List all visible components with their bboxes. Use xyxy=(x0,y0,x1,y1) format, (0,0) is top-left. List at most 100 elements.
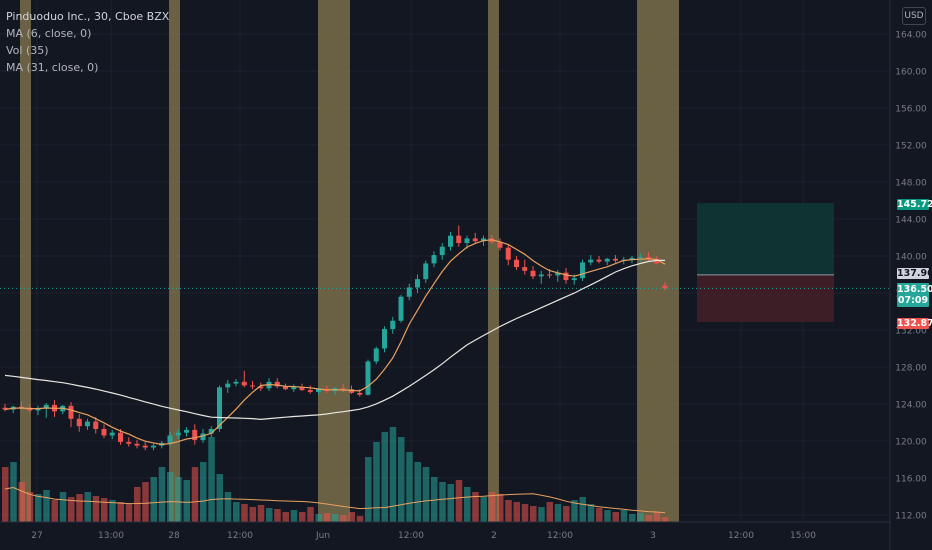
price-tick-label: 124.00 xyxy=(895,401,927,411)
candle-body xyxy=(596,259,602,262)
long-position-tool[interactable] xyxy=(0,203,890,322)
extended-hours-shade xyxy=(20,0,31,522)
candle-body xyxy=(547,274,552,276)
volume-bar xyxy=(150,477,157,522)
candle-body xyxy=(109,432,115,436)
candle-body xyxy=(225,383,231,388)
volume-bar xyxy=(84,492,91,522)
time-tick-label: 27 xyxy=(31,531,42,541)
volume-bar xyxy=(604,510,611,522)
candle-body xyxy=(390,320,396,330)
volume-bar xyxy=(332,514,339,522)
volume-bar xyxy=(497,494,504,522)
price-tick-label: 112.00 xyxy=(895,512,927,522)
price-tick-label: 128.00 xyxy=(895,364,927,374)
candle-body xyxy=(43,404,49,409)
volume-bar xyxy=(373,442,380,522)
legend-volume[interactable]: Vol (35) xyxy=(6,44,49,57)
extended-hours-shade xyxy=(318,0,350,522)
extended-hours-shade xyxy=(169,0,180,522)
volume-bar xyxy=(530,506,537,522)
ma-slow-line xyxy=(4,259,665,421)
candle-body xyxy=(217,387,222,429)
candle-body xyxy=(126,441,132,444)
volume-bar xyxy=(68,497,75,522)
candle-body xyxy=(340,388,346,390)
volume-bars xyxy=(2,427,669,522)
time-tick-label: 15:00 xyxy=(790,531,816,541)
candle-body xyxy=(291,387,297,390)
volume-bar xyxy=(538,507,545,522)
volume-bar xyxy=(356,516,364,522)
volume-bar xyxy=(653,512,661,522)
candle-body xyxy=(637,256,643,258)
volume-bar xyxy=(307,507,314,522)
price-tick-label: 148.00 xyxy=(895,179,927,189)
volume-bar xyxy=(76,494,83,522)
legend-ma-fast[interactable]: MA (6, close, 0) xyxy=(6,27,92,40)
candle-body xyxy=(349,389,354,393)
candle-body xyxy=(233,381,239,384)
loss-zone xyxy=(697,274,834,322)
volume-bar xyxy=(464,487,471,522)
volume-bar xyxy=(563,506,570,522)
volume-bar xyxy=(200,462,207,522)
time-tick-label: 12:00 xyxy=(728,531,754,541)
candle-body xyxy=(406,287,412,297)
volume-bar xyxy=(109,500,116,522)
volume-bar xyxy=(43,490,50,522)
candle-body xyxy=(530,270,536,277)
time-axis[interactable]: 27 13:00 28 12:00 Jun 12:00 2 12:00 3 12:00 15:00 xyxy=(0,521,890,541)
volume-bar xyxy=(414,462,421,522)
moving-averages xyxy=(4,239,666,514)
volume-bar xyxy=(18,482,25,522)
price-tick-label: 164.00 xyxy=(895,31,927,41)
volume-bar xyxy=(216,474,223,522)
candle-body xyxy=(456,235,462,244)
volume-ma-line xyxy=(4,486,666,514)
currency-button[interactable]: USD xyxy=(902,7,926,25)
volume-bar xyxy=(183,480,190,522)
volume-bar xyxy=(571,500,578,522)
candle-body xyxy=(184,429,189,433)
volume-bar xyxy=(480,497,487,522)
volume-bar xyxy=(406,452,413,522)
candle-body xyxy=(151,445,156,448)
candle-body xyxy=(208,428,214,434)
volume-bar xyxy=(117,502,124,522)
candle-body xyxy=(93,421,99,429)
candle-body xyxy=(563,272,569,281)
candle-body xyxy=(134,443,140,446)
candle-body xyxy=(192,429,198,441)
volume-bar xyxy=(266,508,273,522)
price-tick-label: 140.00 xyxy=(895,253,927,263)
volume-bar xyxy=(554,504,562,522)
volume-bar xyxy=(241,504,248,522)
candle-body xyxy=(662,285,668,289)
candle-body xyxy=(175,432,181,436)
volume-bar xyxy=(26,492,34,522)
candle-body xyxy=(200,433,206,441)
bar-countdown: 07:09 xyxy=(897,295,929,306)
price-tick-label: 152.00 xyxy=(895,142,927,152)
candle-body xyxy=(357,392,363,395)
time-tick-label: 13:00 xyxy=(98,531,124,541)
legend-symbol-title[interactable]: Pinduoduo Inc., 30, Cboe BZX xyxy=(6,10,170,23)
time-tick-label: 28 xyxy=(168,531,180,541)
candle-body xyxy=(464,238,470,244)
candle-body xyxy=(588,259,594,263)
candle-body xyxy=(382,329,387,349)
candle-body xyxy=(274,381,280,387)
candle-body xyxy=(654,258,660,264)
legend-ma-slow[interactable]: MA (31, close, 0) xyxy=(6,61,99,74)
volume-bar xyxy=(422,467,430,522)
volume-bar xyxy=(389,427,397,522)
time-tick-label: 12:00 xyxy=(547,531,573,541)
last-price-value: 136.50 xyxy=(897,284,932,295)
volume-bar xyxy=(488,492,496,522)
candle-body xyxy=(505,247,511,260)
volume-bar xyxy=(645,515,652,522)
candle-body xyxy=(373,348,379,362)
volume-bar xyxy=(662,517,669,522)
